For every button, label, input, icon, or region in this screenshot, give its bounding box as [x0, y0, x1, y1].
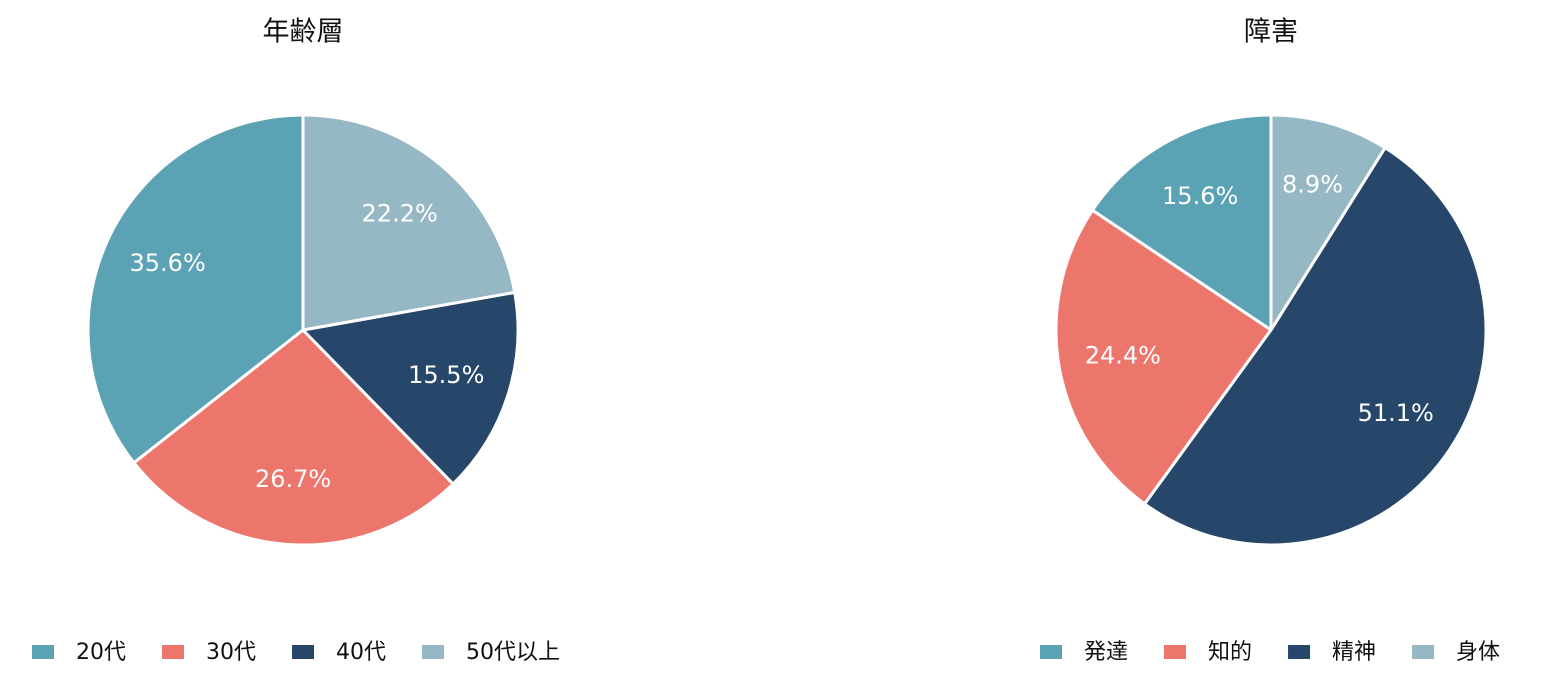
legend-label: 20代 [76, 640, 126, 665]
pie-slice [301, 113, 517, 332]
legend-label: 発達 [1084, 640, 1128, 665]
chart-title: 障害 [1244, 17, 1298, 48]
value-label: 24.4% [1085, 341, 1161, 369]
legend-swatch [162, 645, 184, 659]
legend-swatch [1040, 645, 1062, 659]
pie-slice [1090, 113, 1273, 332]
value-label: 15.6% [1162, 182, 1238, 210]
value-label: 51.1% [1358, 399, 1434, 427]
legend-swatch [292, 645, 314, 659]
legend-label: 30代 [206, 640, 256, 665]
pie-slice [132, 328, 455, 547]
legend-label: 精神 [1332, 640, 1376, 665]
legend-label: 知的 [1208, 640, 1252, 665]
legend-label: 40代 [336, 640, 386, 665]
legend-swatch [422, 645, 444, 659]
value-label: 8.9% [1282, 170, 1343, 198]
legend-swatch [32, 645, 54, 659]
legend-swatch [1412, 645, 1435, 659]
pie-slice [1269, 113, 1387, 332]
legend-swatch [1288, 645, 1311, 659]
pie-slice [301, 290, 520, 486]
pie-slice [1054, 208, 1273, 506]
value-label: 15.5% [408, 361, 484, 389]
value-label: 35.6% [130, 249, 206, 277]
legend-swatch [1164, 645, 1187, 659]
legend-label: 身体 [1456, 640, 1500, 665]
value-label: 26.7% [255, 465, 331, 493]
value-label: 22.2% [362, 200, 438, 228]
pie-slice [1143, 146, 1488, 547]
pie-slice [86, 113, 305, 465]
chart-title: 年齢層 [263, 17, 344, 48]
legend-label: 50代以上 [466, 640, 560, 665]
